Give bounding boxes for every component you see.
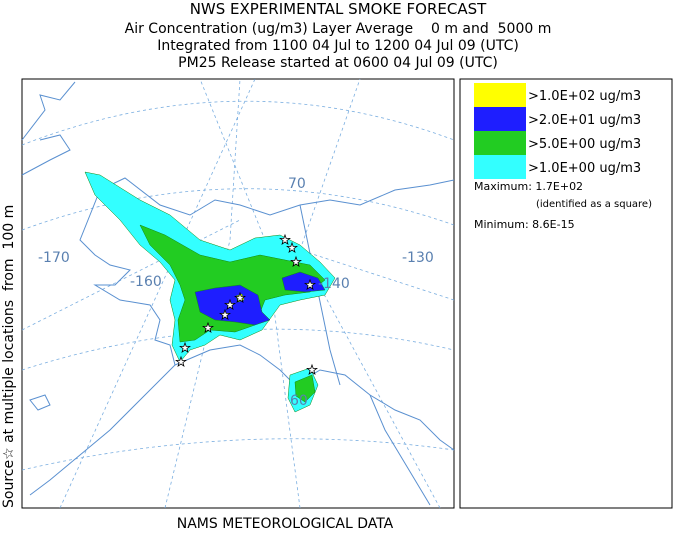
coast — [174, 344, 455, 451]
legend-label: >5.0E+00 ug/m3 — [528, 137, 641, 152]
legend-label: >2.0E+01 ug/m3 — [528, 113, 641, 128]
grid-line — [21, 328, 455, 371]
map-label: -140 — [318, 276, 350, 292]
island — [29, 394, 51, 411]
legend: Maximum: 1.7E+02 (identified as a square… — [459, 78, 673, 509]
coast — [29, 189, 176, 496]
plume-region — [294, 374, 316, 403]
grid-line — [21, 188, 455, 231]
coast — [369, 394, 431, 506]
legend-label: >1.0E+02 ug/m3 — [528, 89, 641, 104]
legend-swatch — [474, 107, 526, 131]
subtitle: PM25 Release started at 0600 04 Jul 09 (… — [178, 55, 498, 71]
legend-swatch — [474, 131, 526, 155]
legend-label: >1.0E+00 ug/m3 — [528, 161, 641, 176]
plume — [84, 171, 336, 413]
legend-swatch — [474, 83, 526, 107]
coastline — [21, 81, 455, 506]
legend-swatch — [474, 155, 526, 179]
legend-maximum: Maximum: 1.7E+02 — [474, 180, 583, 193]
map-label: -160 — [130, 274, 162, 290]
side-label: Source☆ at multiple locations from 100 m — [1, 205, 17, 508]
subtitle: Air Concentration (ug/m3) Layer Average … — [125, 21, 552, 37]
grid-line — [299, 78, 441, 509]
grid-line — [59, 78, 256, 509]
map-label: 70 — [288, 176, 306, 192]
subtitle: Integrated from 1100 04 Jul to 1200 04 J… — [157, 38, 519, 54]
map-label: 60 — [290, 393, 308, 409]
plume-region — [281, 271, 326, 293]
title: NWS EXPERIMENTAL SMOKE FORECAST — [190, 0, 487, 18]
legend-minimum: Minimum: 8.6E-15 — [474, 218, 575, 231]
coast — [99, 177, 455, 216]
grid-line — [299, 249, 455, 301]
grid-line — [21, 219, 241, 331]
map-label: -130 — [402, 250, 434, 266]
legend-maximum-note: (identified as a square) — [536, 199, 652, 210]
map-label: -170 — [38, 250, 70, 266]
coast — [21, 134, 71, 176]
coast — [21, 81, 76, 141]
footer: NAMS METEOROLOGICAL DATA — [177, 516, 394, 532]
map: 70 -170 -160 -130 -140 60 — [21, 78, 455, 509]
grid-line — [164, 78, 241, 509]
